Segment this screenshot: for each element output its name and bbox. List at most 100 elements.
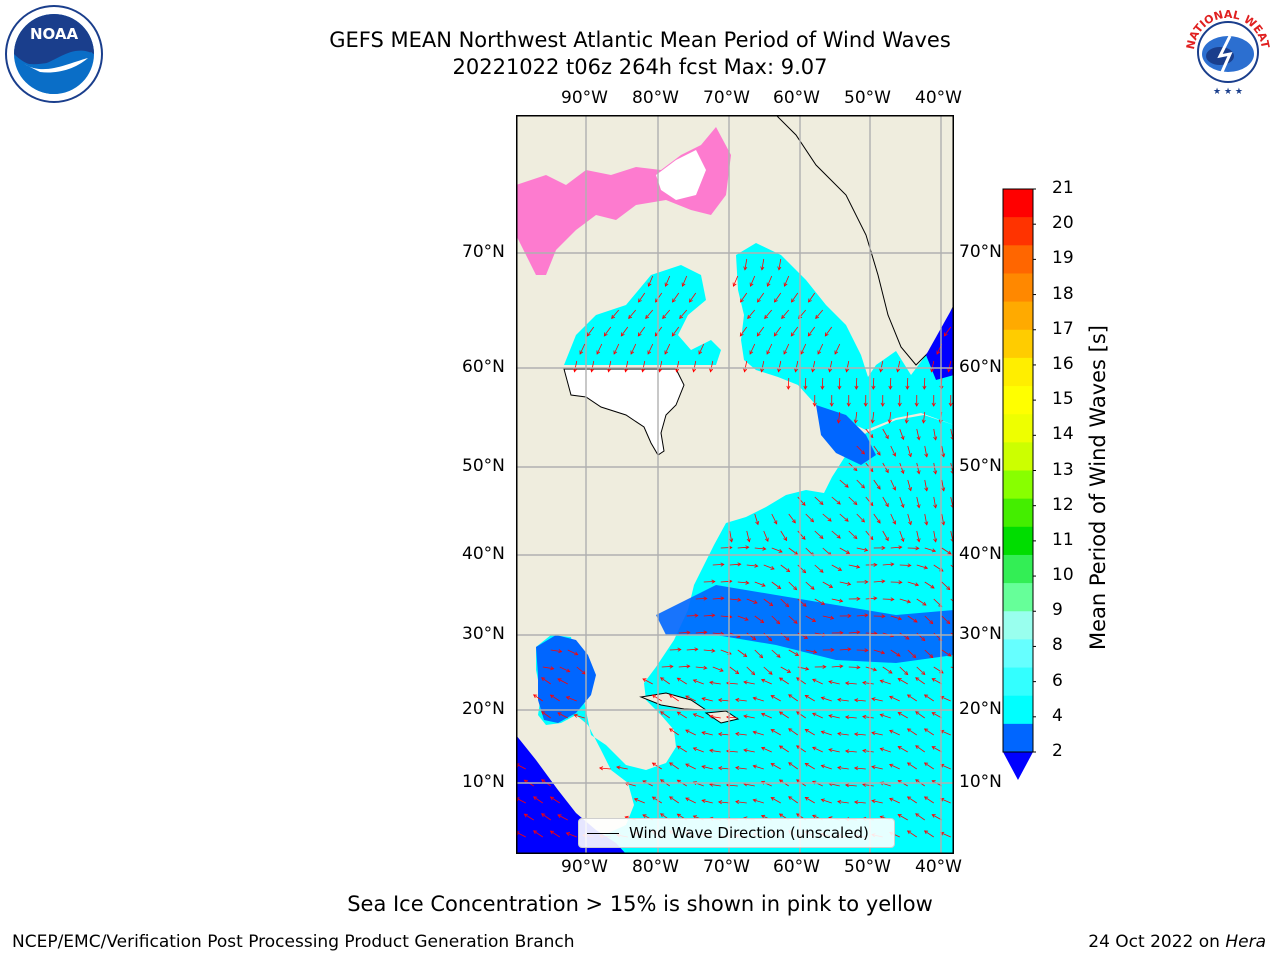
wave-arrow-head xyxy=(642,678,647,683)
wave-arrow-head xyxy=(824,332,829,337)
wave-arrow-head xyxy=(873,562,878,567)
wave-arrow-head xyxy=(596,350,601,355)
wave-arrow-head xyxy=(616,765,621,770)
wave-arrow xyxy=(822,547,832,556)
wave-arrow-head xyxy=(839,630,844,635)
wave-arrow xyxy=(761,747,772,753)
wave-arrow xyxy=(729,563,741,566)
wave-arrow-head xyxy=(915,813,920,817)
wave-arrow xyxy=(889,411,892,423)
wave-arrow-head xyxy=(745,580,750,585)
shelf-pacific xyxy=(516,735,626,854)
wave-arrow-head xyxy=(929,620,934,625)
wave-arrow-head xyxy=(915,677,920,681)
wave-arrow xyxy=(702,765,713,770)
wave-arrow xyxy=(805,797,815,804)
lat-tick-left-60n: 60°N xyxy=(462,357,505,377)
wave-arrow-head xyxy=(828,748,833,753)
legend-line-swatch xyxy=(587,832,619,834)
wave-arrow-head xyxy=(811,368,816,373)
wave-arrow-head xyxy=(794,652,800,656)
wave-arrow-head xyxy=(778,779,784,784)
colorbar-segment xyxy=(1003,554,1033,584)
wave-arrow-head xyxy=(804,796,809,801)
wave-arrow-head xyxy=(760,712,766,717)
wave-arrow-head xyxy=(889,797,894,802)
wave-arrow-head xyxy=(853,732,859,737)
wave-arrow xyxy=(645,309,654,319)
wave-arrow xyxy=(941,445,945,457)
wave-arrow xyxy=(678,665,690,668)
wave-arrow xyxy=(720,547,732,549)
wave-arrow-head xyxy=(717,766,723,771)
wave-arrow-head xyxy=(820,798,825,803)
wave-arrow-head xyxy=(880,402,885,407)
wave-arrow-head xyxy=(853,467,858,472)
wave-arrow-head xyxy=(523,813,528,818)
wave-arrow-head xyxy=(898,545,903,550)
wave-arrow xyxy=(788,796,798,804)
wave-arrow-head xyxy=(828,584,834,588)
wave-arrow-head xyxy=(566,668,571,673)
wave-arrow-head xyxy=(783,536,788,542)
wave-arrow-head xyxy=(845,368,850,373)
wave-arrow xyxy=(757,292,765,303)
wave-arrow xyxy=(828,749,840,753)
wave-arrow xyxy=(800,343,807,355)
wave-arrow-head xyxy=(638,298,642,303)
wave-arrow xyxy=(608,360,612,372)
wave-arrow xyxy=(664,343,671,355)
wave-arrow-head xyxy=(624,368,629,373)
wave-arrow-head xyxy=(769,602,774,607)
wave-arrow xyxy=(805,615,816,622)
wave-arrow xyxy=(620,326,629,337)
wave-arrow xyxy=(837,699,849,702)
wave-arrow xyxy=(679,309,688,319)
wave-arrow xyxy=(889,798,900,804)
colorbar-segment xyxy=(1003,357,1033,387)
wave-arrow xyxy=(788,762,798,770)
wave-arrow-head xyxy=(802,569,807,574)
wave-arrow-head xyxy=(923,694,929,699)
wave-arrow-head xyxy=(573,713,578,718)
wave-arrow-head xyxy=(892,486,896,491)
wave-arrow-head xyxy=(845,550,851,554)
wave-arrow-head xyxy=(827,517,832,522)
lon-tick-top-90w: 90°W xyxy=(561,88,608,108)
wave-arrow xyxy=(916,530,920,542)
wave-arrow xyxy=(660,711,670,719)
wave-arrow-head xyxy=(770,763,775,767)
wave-arrow xyxy=(737,649,747,657)
wave-arrow-head xyxy=(669,796,674,801)
wave-arrow xyxy=(906,411,909,423)
wave-arrow xyxy=(743,749,755,753)
wave-arrow xyxy=(599,767,611,770)
wave-arrow-head xyxy=(788,796,793,800)
wave-arrow-head xyxy=(890,597,895,602)
wave-arrow xyxy=(890,649,901,657)
wave-arrow-head xyxy=(760,266,765,271)
wave-arrow xyxy=(907,728,917,736)
wave-arrow-head xyxy=(637,332,642,337)
wave-arrow xyxy=(831,665,843,668)
wave-arrow xyxy=(709,681,721,685)
wave-arrow xyxy=(729,530,733,542)
wave-arrow-head xyxy=(906,694,912,699)
wave-arrow-head xyxy=(862,714,867,719)
colorbar-tick-label: 9 xyxy=(1052,600,1063,621)
wave-arrow xyxy=(940,730,951,736)
wave-arrow xyxy=(550,796,560,804)
wave-arrow xyxy=(880,360,884,372)
wave-arrow xyxy=(754,615,764,623)
wave-arrow xyxy=(788,513,796,524)
wave-arrow-head xyxy=(839,664,844,669)
wave-arrow-head xyxy=(541,677,546,682)
wave-arrow xyxy=(718,801,730,804)
wave-arrow-head xyxy=(879,713,884,718)
wave-arrow-head xyxy=(752,696,757,701)
wave-arrow-head xyxy=(692,747,697,752)
wave-arrow-head xyxy=(598,766,604,771)
wave-arrow xyxy=(924,581,935,589)
wave-arrow xyxy=(685,763,696,770)
wave-arrow xyxy=(746,564,758,567)
